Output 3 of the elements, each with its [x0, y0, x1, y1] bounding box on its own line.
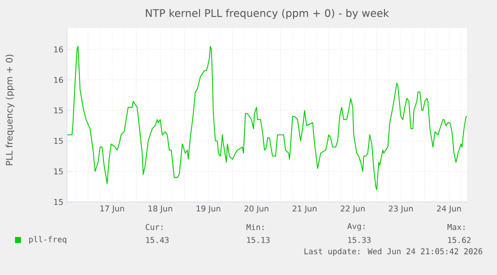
- y-axis-title: PLL frequency (ppm + 0): [6, 54, 14, 166]
- chart-title: NTP kernel PLL frequency (ppm + 0) - by week: [146, 8, 390, 20]
- line-series: [67, 46, 468, 190]
